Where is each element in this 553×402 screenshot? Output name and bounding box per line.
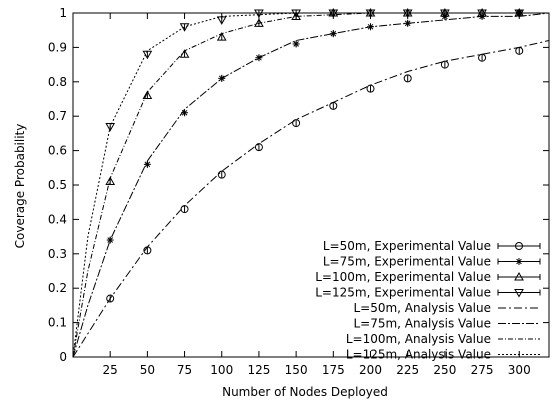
y-tick-label: 0.4 [48,212,67,226]
data-point [365,9,376,19]
data-point [105,176,116,186]
data-point [143,160,151,168]
y-tick-label: 0 [59,350,67,364]
y-tick-label: 0.7 [48,109,67,123]
y-tick-label: 0.5 [48,178,67,192]
y-tick-label: 0.3 [48,247,67,261]
data-point [404,19,412,27]
data-point [440,9,450,19]
legend-marker [514,271,524,281]
analysis-line-2 [72,12,550,358]
x-tick-label: 125 [247,363,270,377]
data-point [329,30,337,38]
legend-marker [515,258,523,265]
legend-label: L=50m, Analysis Value [353,301,491,315]
data-point [218,74,226,82]
y-axis: 0 0.1 0.2 0.3 0.4 0.5 0.6 0.7 0.8 0.9 1 [48,6,549,364]
legend: L=50m, Experimental Value L=75m, Experime… [315,239,541,362]
data-point [440,60,449,69]
data-point [106,236,114,244]
data-point [106,294,115,303]
x-axis: 25 50 75 100 125 150 175 200 225 250 275 300 [103,13,531,377]
data-point [514,9,525,19]
x-tick-label: 50 [140,363,155,377]
data-point [477,9,487,19]
x-tick-label: 225 [396,363,419,377]
experimental-series-3 [105,7,525,186]
experimental-series-4 [105,9,525,132]
legend-label: L=125m, Experimental Value [315,286,491,300]
legend-marker [515,242,523,250]
data-point [366,84,375,93]
data-point [292,119,301,128]
data-point [179,49,190,58]
x-tick-label: 75 [177,363,192,377]
data-point [292,40,300,48]
data-point [181,109,189,117]
x-tick-label: 25 [103,363,118,377]
x-tick-label: 175 [322,363,345,377]
data-point [402,9,413,19]
data-point [291,9,301,19]
data-point [254,143,263,152]
data-point [328,9,339,19]
experimental-points [105,7,525,303]
data-point [515,46,524,55]
data-point [367,23,374,31]
legend-marker [514,289,524,298]
data-point [254,18,264,27]
x-tick-label: 275 [471,363,494,377]
y-axis-title: Coverage Probability [13,124,27,249]
data-point [254,9,264,19]
data-point [105,123,116,132]
experimental-series-2 [106,9,523,244]
experimental-series-1 [106,46,524,303]
legend-label: L=50m, Experimental Value [323,239,491,253]
data-point [143,246,152,255]
data-point [255,54,263,62]
data-point [329,101,338,110]
y-tick-label: 0.8 [48,75,67,89]
data-point [217,170,226,179]
legend-label: L=125m, Analysis Value [346,348,491,362]
data-point [291,11,301,20]
y-tick-label: 0.1 [48,316,67,330]
x-tick-label: 100 [210,363,233,377]
x-tick-label: 300 [508,363,531,377]
x-tick-label: 250 [433,363,456,377]
data-point [142,90,153,100]
y-tick-label: 0.2 [48,281,67,295]
legend-label: L=100m, Analysis Value [346,332,491,346]
y-tick-label: 0.9 [48,40,67,54]
y-tick-label: 0.6 [48,144,67,158]
legend-label: L=100m, Experimental Value [315,270,491,284]
legend-label: L=75m, Experimental Value [323,255,491,269]
data-point [180,205,189,214]
x-axis-title: Number of Nodes Deployed [222,385,388,399]
data-point [179,23,190,32]
data-point [142,50,153,60]
data-point [216,32,227,41]
x-tick-label: 150 [285,363,308,377]
data-point [403,74,412,83]
legend-label: L=75m, Analysis Value [353,317,491,331]
x-tick-label: 200 [359,363,382,377]
y-tick-label: 1 [59,6,67,20]
data-point [216,16,227,25]
data-point [478,53,487,62]
